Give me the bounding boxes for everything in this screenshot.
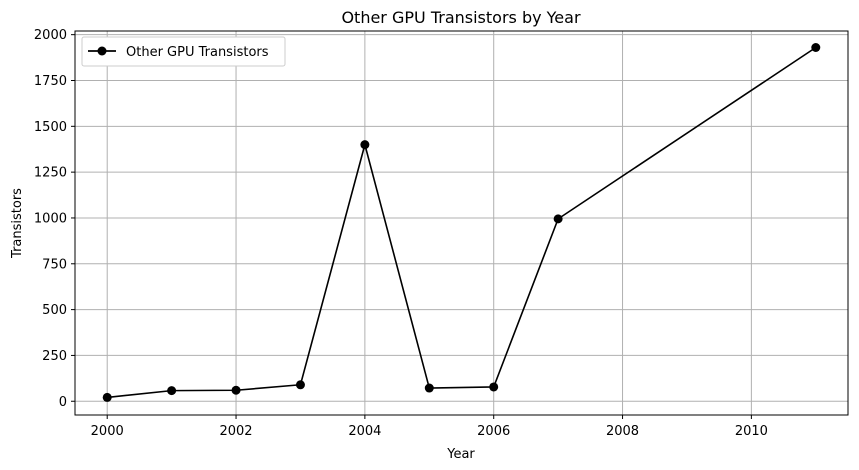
- x-tick-label: 2000: [91, 424, 124, 439]
- x-tick-label: 2002: [219, 424, 252, 439]
- data-point: [295, 380, 305, 390]
- y-tick-label: 2000: [34, 28, 67, 43]
- data-point: [360, 140, 370, 150]
- y-tick-label: 1500: [34, 120, 67, 135]
- series-layer: [102, 42, 821, 402]
- y-tick-label: 500: [42, 303, 67, 318]
- data-point: [102, 392, 112, 402]
- x-ticks: 2000 2002 2004 2006 2008 2010: [91, 415, 768, 439]
- y-tick-label: 1000: [34, 211, 67, 226]
- series-line: [107, 46, 817, 399]
- data-point: [231, 385, 241, 395]
- x-tick-label: 2010: [735, 424, 768, 439]
- plot-frame: [74, 30, 849, 416]
- y-axis-label: Transistors: [10, 188, 25, 259]
- y-tick-label: 750: [42, 257, 67, 272]
- y-tick-label: 0: [59, 395, 67, 410]
- y-tick-label: 250: [42, 349, 67, 364]
- y-tick-label: 1750: [34, 74, 67, 89]
- data-point: [489, 382, 499, 392]
- x-tick-label: 2006: [477, 424, 510, 439]
- legend-label: Other GPU Transistors: [126, 45, 269, 60]
- y-tick-label: 1250: [34, 166, 67, 181]
- chart-title: Other GPU Transistors by Year: [341, 8, 580, 27]
- y-ticks: 0 250 500 750 1000 1250 1500 1750 2000: [34, 28, 75, 410]
- legend: Other GPU Transistors: [81, 36, 286, 67]
- legend-box: [81, 36, 286, 67]
- data-point: [553, 214, 563, 224]
- x-tick-label: 2008: [606, 424, 639, 439]
- legend-marker-sample: [97, 46, 107, 56]
- grid-lines: [75, 31, 848, 415]
- data-point: [424, 383, 434, 393]
- x-tick-label: 2004: [348, 424, 381, 439]
- x-axis-label: Year: [446, 447, 475, 462]
- data-point: [167, 386, 177, 396]
- data-point: [811, 42, 821, 52]
